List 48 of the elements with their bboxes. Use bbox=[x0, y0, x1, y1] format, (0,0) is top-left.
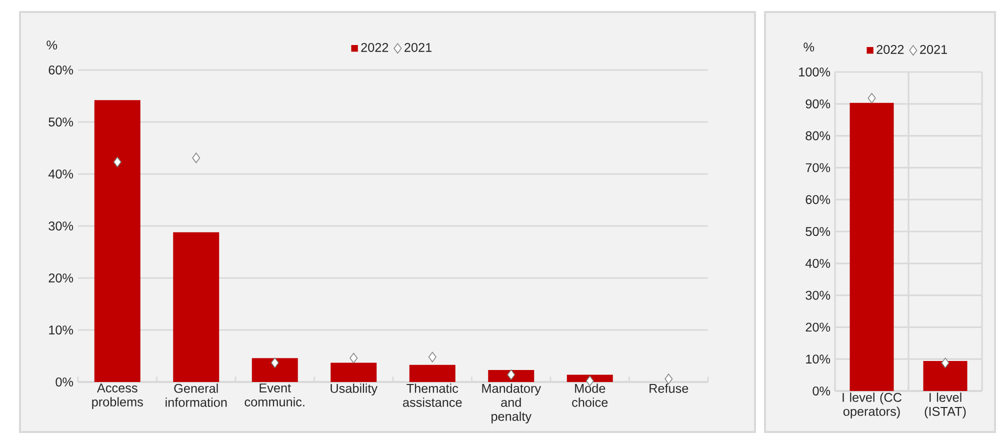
legend-label: 2022 bbox=[361, 42, 388, 52]
y-tick-label: 30% bbox=[48, 222, 74, 230]
y-tick-label: 10% bbox=[806, 354, 830, 364]
legend-label: 2021 bbox=[920, 44, 947, 54]
x-tick-label: Access problems bbox=[92, 384, 143, 409]
y-tick-label: 50% bbox=[806, 227, 830, 236]
point bbox=[350, 352, 358, 364]
bar bbox=[488, 370, 534, 382]
bar bbox=[330, 362, 377, 382]
y-axis-title: % bbox=[46, 40, 58, 50]
y-tick-label: 40% bbox=[48, 170, 74, 178]
y-tick-label: 40% bbox=[805, 258, 830, 268]
y-tick-label: 30% bbox=[806, 290, 830, 300]
x-tick-label: General information bbox=[166, 384, 227, 407]
bar bbox=[252, 358, 298, 382]
x-tick-label: Mandatory and penalty bbox=[482, 384, 542, 424]
point bbox=[270, 358, 279, 368]
y-tick-label: 80% bbox=[806, 131, 830, 140]
bar bbox=[94, 100, 140, 382]
bar bbox=[173, 232, 220, 382]
y-tick-label: 20% bbox=[48, 274, 74, 282]
legend-label: 2021 bbox=[404, 42, 432, 52]
y-tick-label: 60% bbox=[806, 195, 830, 204]
y-axis-title: % bbox=[804, 42, 814, 52]
legend-label: 2022 bbox=[876, 44, 904, 54]
y-tick-label: 50% bbox=[48, 118, 74, 126]
x-tick-label: Mode choice bbox=[572, 384, 608, 407]
y-tick-label: 90% bbox=[806, 99, 830, 108]
y-tick-label: 0% bbox=[812, 386, 830, 396]
point bbox=[664, 374, 673, 384]
point bbox=[113, 156, 122, 168]
x-tick-label: Usability bbox=[330, 384, 378, 396]
x-tick-label: Thematic assistance bbox=[403, 384, 462, 407]
x-tick-label: I level (ISTAT) bbox=[924, 392, 966, 418]
x-tick-label: Event communic. bbox=[244, 384, 304, 406]
bar bbox=[566, 374, 613, 382]
y-tick-label: 70% bbox=[806, 163, 830, 172]
x-tick-label: I level (CC operators) bbox=[842, 392, 902, 418]
y-tick-label: 20% bbox=[806, 322, 830, 332]
y-tick-label: 10% bbox=[49, 326, 74, 334]
y-tick-label: 100% bbox=[799, 68, 830, 76]
point bbox=[507, 370, 516, 380]
y-tick-label: 60% bbox=[48, 66, 74, 74]
point bbox=[428, 352, 436, 362]
x-tick-label: Refuse bbox=[650, 384, 688, 393]
y-tick-label: 0% bbox=[56, 378, 74, 386]
bar bbox=[409, 364, 456, 382]
point bbox=[192, 152, 200, 164]
